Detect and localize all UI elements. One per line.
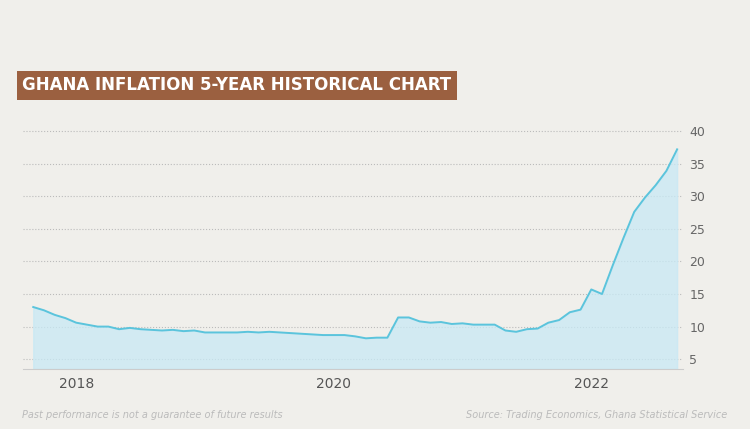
Text: Source: Trading Economics, Ghana Statistical Service: Source: Trading Economics, Ghana Statist… xyxy=(466,411,728,420)
Text: GHANA INFLATION 5-YEAR HISTORICAL CHART: GHANA INFLATION 5-YEAR HISTORICAL CHART xyxy=(22,76,451,94)
Text: Past performance is not a guarantee of future results: Past performance is not a guarantee of f… xyxy=(22,411,284,420)
